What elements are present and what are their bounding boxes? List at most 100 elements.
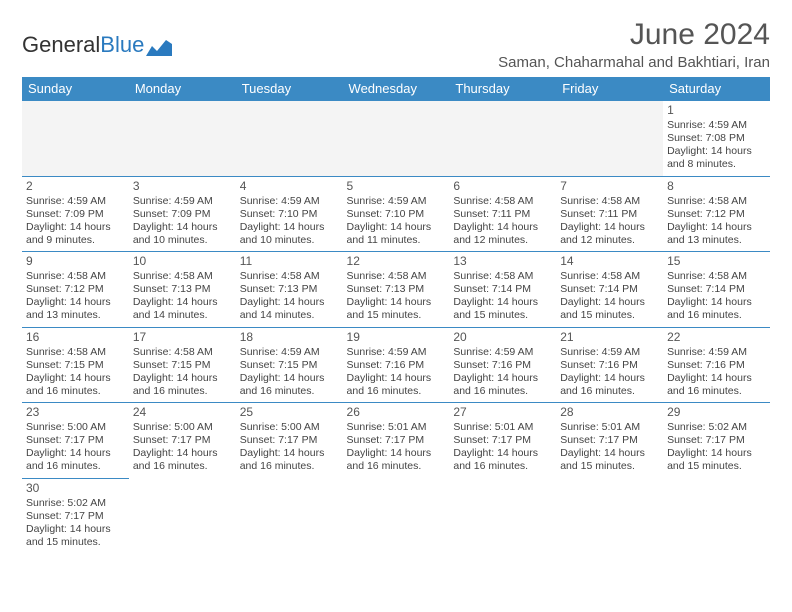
sunset-line: Sunset: 7:16 PM — [667, 359, 766, 372]
sunrise-line: Sunrise: 4:58 AM — [240, 270, 339, 283]
calendar-cell — [22, 101, 129, 177]
sunrise-line: Sunrise: 4:59 AM — [240, 195, 339, 208]
sunset-line: Sunset: 7:17 PM — [240, 434, 339, 447]
sunset-line: Sunset: 7:13 PM — [133, 283, 232, 296]
logo-word1: General — [22, 32, 100, 58]
day-number: 20 — [453, 330, 552, 345]
day-number: 14 — [560, 254, 659, 269]
daylight-line: Daylight: 14 hours and 15 minutes. — [560, 447, 659, 473]
calendar-cell — [556, 478, 663, 553]
day-number: 24 — [133, 405, 232, 420]
sunrise-line: Sunrise: 4:58 AM — [667, 270, 766, 283]
daylight-line: Daylight: 14 hours and 14 minutes. — [240, 296, 339, 322]
daylight-line: Daylight: 14 hours and 16 minutes. — [240, 372, 339, 398]
day-number: 21 — [560, 330, 659, 345]
daylight-line: Daylight: 14 hours and 16 minutes. — [26, 372, 125, 398]
daylight-line: Daylight: 14 hours and 16 minutes. — [347, 372, 446, 398]
calendar-cell — [663, 478, 770, 553]
day-number: 30 — [26, 481, 125, 496]
day-number: 10 — [133, 254, 232, 269]
calendar-cell: 29Sunrise: 5:02 AMSunset: 7:17 PMDayligh… — [663, 403, 770, 479]
sunset-line: Sunset: 7:16 PM — [560, 359, 659, 372]
sunrise-line: Sunrise: 5:01 AM — [347, 421, 446, 434]
calendar-cell — [343, 478, 450, 553]
day-number: 11 — [240, 254, 339, 269]
sunrise-line: Sunrise: 4:59 AM — [347, 346, 446, 359]
calendar-cell: 16Sunrise: 4:58 AMSunset: 7:15 PMDayligh… — [22, 327, 129, 403]
daylight-line: Daylight: 14 hours and 16 minutes. — [26, 447, 125, 473]
day-number: 17 — [133, 330, 232, 345]
daylight-line: Daylight: 14 hours and 9 minutes. — [26, 221, 125, 247]
calendar-cell: 3Sunrise: 4:59 AMSunset: 7:09 PMDaylight… — [129, 176, 236, 252]
sunrise-line: Sunrise: 5:01 AM — [560, 421, 659, 434]
calendar-row: 16Sunrise: 4:58 AMSunset: 7:15 PMDayligh… — [22, 327, 770, 403]
day-number: 19 — [347, 330, 446, 345]
calendar-cell: 2Sunrise: 4:59 AMSunset: 7:09 PMDaylight… — [22, 176, 129, 252]
sunset-line: Sunset: 7:10 PM — [347, 208, 446, 221]
daylight-line: Daylight: 14 hours and 10 minutes. — [240, 221, 339, 247]
daylight-line: Daylight: 14 hours and 16 minutes. — [667, 372, 766, 398]
sunset-line: Sunset: 7:17 PM — [453, 434, 552, 447]
daylight-line: Daylight: 14 hours and 16 minutes. — [453, 447, 552, 473]
sunset-line: Sunset: 7:10 PM — [240, 208, 339, 221]
sunset-line: Sunset: 7:12 PM — [667, 208, 766, 221]
calendar-cell: 1Sunrise: 4:59 AMSunset: 7:08 PMDaylight… — [663, 101, 770, 177]
sunrise-line: Sunrise: 4:58 AM — [133, 270, 232, 283]
day-number: 2 — [26, 179, 125, 194]
calendar-row: 1Sunrise: 4:59 AMSunset: 7:08 PMDaylight… — [22, 101, 770, 177]
weekday-header: Friday — [556, 77, 663, 101]
daylight-line: Daylight: 14 hours and 16 minutes. — [560, 372, 659, 398]
calendar-cell: 26Sunrise: 5:01 AMSunset: 7:17 PMDayligh… — [343, 403, 450, 479]
sunset-line: Sunset: 7:09 PM — [133, 208, 232, 221]
sunrise-line: Sunrise: 4:58 AM — [26, 270, 125, 283]
sunset-line: Sunset: 7:17 PM — [26, 510, 125, 523]
day-number: 26 — [347, 405, 446, 420]
calendar-cell: 19Sunrise: 4:59 AMSunset: 7:16 PMDayligh… — [343, 327, 450, 403]
calendar-cell: 7Sunrise: 4:58 AMSunset: 7:11 PMDaylight… — [556, 176, 663, 252]
sunset-line: Sunset: 7:17 PM — [133, 434, 232, 447]
sunset-line: Sunset: 7:16 PM — [453, 359, 552, 372]
daylight-line: Daylight: 14 hours and 13 minutes. — [667, 221, 766, 247]
calendar-cell: 23Sunrise: 5:00 AMSunset: 7:17 PMDayligh… — [22, 403, 129, 479]
day-number: 16 — [26, 330, 125, 345]
calendar-cell: 30Sunrise: 5:02 AMSunset: 7:17 PMDayligh… — [22, 478, 129, 553]
calendar-cell: 9Sunrise: 4:58 AMSunset: 7:12 PMDaylight… — [22, 252, 129, 328]
calendar-cell: 10Sunrise: 4:58 AMSunset: 7:13 PMDayligh… — [129, 252, 236, 328]
calendar-cell: 24Sunrise: 5:00 AMSunset: 7:17 PMDayligh… — [129, 403, 236, 479]
day-number: 28 — [560, 405, 659, 420]
daylight-line: Daylight: 14 hours and 14 minutes. — [133, 296, 232, 322]
calendar-cell: 20Sunrise: 4:59 AMSunset: 7:16 PMDayligh… — [449, 327, 556, 403]
sunrise-line: Sunrise: 4:58 AM — [453, 195, 552, 208]
sunset-line: Sunset: 7:14 PM — [667, 283, 766, 296]
calendar-cell: 22Sunrise: 4:59 AMSunset: 7:16 PMDayligh… — [663, 327, 770, 403]
day-number: 25 — [240, 405, 339, 420]
month-title: June 2024 — [498, 18, 770, 52]
sunrise-line: Sunrise: 4:59 AM — [347, 195, 446, 208]
sunrise-line: Sunrise: 4:59 AM — [26, 195, 125, 208]
day-number: 29 — [667, 405, 766, 420]
calendar-cell — [449, 478, 556, 553]
calendar-cell: 28Sunrise: 5:01 AMSunset: 7:17 PMDayligh… — [556, 403, 663, 479]
calendar-cell — [236, 101, 343, 177]
day-number: 12 — [347, 254, 446, 269]
daylight-line: Daylight: 14 hours and 15 minutes. — [26, 523, 125, 549]
calendar-cell — [343, 101, 450, 177]
calendar-body: 1 Sunrise: 4:59 AM Sunset: 7:08 PM Daylight… — [22, 101, 770, 554]
sunrise-line: Sunrise: 4:58 AM — [347, 270, 446, 283]
calendar-cell — [556, 101, 663, 177]
calendar-cell: 11Sunrise: 4:58 AMSunset: 7:13 PMDayligh… — [236, 252, 343, 328]
sunset-line: Sunset: 7:08 PM — [667, 132, 766, 145]
calendar-cell: 25Sunrise: 5:00 AMSunset: 7:17 PMDayligh… — [236, 403, 343, 479]
calendar-cell: 8Sunrise: 4:58 AMSunset: 7:12 PMDaylight… — [663, 176, 770, 252]
day-number: 1 — [667, 103, 766, 118]
calendar-cell: 12Sunrise: 4:58 AMSunset: 7:13 PMDayligh… — [343, 252, 450, 328]
weekday-header: Thursday — [449, 77, 556, 101]
daylight-line: Daylight: 14 hours and 10 minutes. — [133, 221, 232, 247]
sunset-line: Sunset: 7:14 PM — [560, 283, 659, 296]
sunrise-line: Sunrise: 5:02 AM — [26, 497, 125, 510]
sunrise-line: Sunrise: 4:59 AM — [133, 195, 232, 208]
daylight-line: Daylight: 14 hours and 15 minutes. — [347, 296, 446, 322]
calendar-cell: 17Sunrise: 4:58 AMSunset: 7:15 PMDayligh… — [129, 327, 236, 403]
day-number: 15 — [667, 254, 766, 269]
title-block: June 2024 Saman, Chaharmahal and Bakhtia… — [498, 18, 770, 71]
